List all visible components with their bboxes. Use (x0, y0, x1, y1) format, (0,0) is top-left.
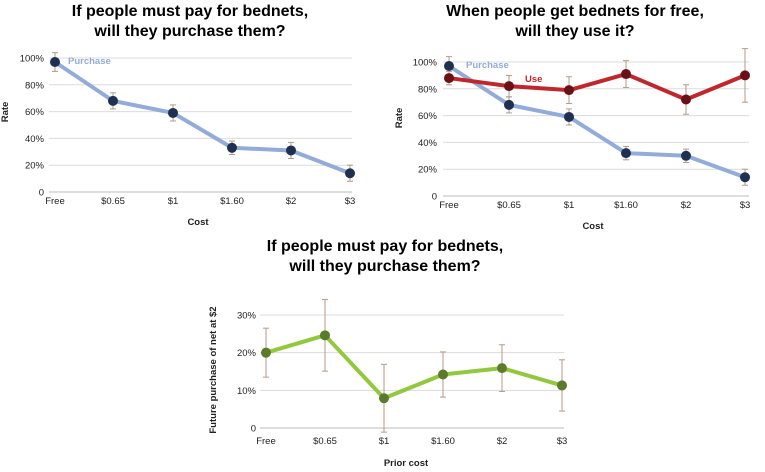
chart2-xtick-label: $3 (740, 200, 751, 211)
chart2-ytick-label: 60% (418, 111, 438, 122)
chart3-xtick-label: $1.60 (431, 436, 455, 447)
chart1-ytick-label: 100% (20, 54, 45, 65)
chart2-ytick-label: 80% (418, 84, 438, 95)
chart3-xtick-label: Free (256, 436, 276, 447)
chart1-title: If people must pay for bednets, will the… (71, 3, 309, 40)
chart3-series1-point (557, 380, 567, 391)
chart2-xtick-label: Free (439, 200, 459, 211)
chart3-series1-point (379, 393, 389, 404)
chart1-series1-point (168, 107, 178, 118)
chart2-ytick-label: 40% (418, 138, 438, 149)
chart1-series1-point (50, 57, 60, 68)
chart1-y-axis-title: Rate (0, 102, 11, 123)
chart2-ytick-label: 0 (432, 192, 437, 203)
chart3-y-axis-title: Future purchase of net at $2 (208, 306, 219, 433)
chart3-xtick-label: $0.65 (313, 436, 337, 447)
chart2-xtick-label: $1 (564, 200, 575, 211)
chart2-series1-label: Purchase (466, 60, 509, 71)
chart2-x-axis-title: Cost (582, 221, 604, 232)
chart2-y-axis-title: Rate (394, 108, 405, 129)
chart1-xtick-label: $0.65 (101, 196, 125, 207)
chart3-series1-point (497, 363, 507, 374)
chart1-series1-point (345, 168, 355, 179)
chart3-series1-point (261, 347, 271, 358)
chart1-ytick-label: 60% (25, 107, 45, 118)
chart1-ytick-label: 20% (25, 161, 45, 172)
chart1-series1-point (227, 142, 237, 153)
chart2-series2-point (504, 81, 514, 92)
chart3-ytick-label: 10% (237, 386, 257, 397)
chart3-ytick-label: 0 (251, 424, 256, 435)
chart2-ytick-label: 100% (413, 58, 438, 69)
chart1-xtick-label: $1.60 (220, 196, 244, 207)
chart2-series2-point (444, 73, 454, 84)
chart1-xtick-label: Free (45, 196, 65, 207)
chart2-series1-line (447, 64, 747, 180)
chart1-series1-line (53, 60, 352, 176)
chart2-xtick-label: $2 (681, 200, 692, 211)
chart2-series2-point (564, 85, 574, 96)
chart1-series1-point (286, 145, 296, 156)
chart2-title: When people get bednets for free, will t… (446, 3, 704, 40)
chart3-ytick-label: 30% (237, 311, 257, 322)
chart2-series2-label: Use (525, 74, 542, 85)
chart2-ytick-label: 20% (418, 165, 438, 176)
chart1-ytick-label: 40% (25, 134, 45, 145)
chart2-series1-point (504, 99, 514, 110)
chart3-xtick-label: $1 (379, 436, 390, 447)
chart2-series1-point (564, 111, 574, 122)
chart3-xtick-label: $3 (557, 436, 568, 447)
chart2-xtick-label: $0.65 (497, 200, 521, 211)
chart3-xtick-label: $2 (497, 436, 508, 447)
chart1-series1-label: Purchase (68, 56, 111, 67)
chart2-series2-point (681, 94, 691, 105)
chart1-ytick-label: 80% (25, 80, 45, 91)
chart3-x-axis-title: Prior cost (384, 458, 429, 469)
chart2-series1-point (444, 61, 454, 72)
chart1-xtick-label: $2 (286, 196, 297, 207)
chart3-series1-line (264, 333, 564, 401)
chart2-series1-point (681, 150, 691, 161)
chart2-series1-point (740, 172, 750, 183)
chart3-series1-point (438, 369, 448, 380)
chart1-xtick-label: $1 (168, 196, 179, 207)
chart2-series2-point (740, 70, 750, 81)
chart3-title: If people must pay for bednets, will the… (266, 238, 504, 275)
chart2-series2-line (447, 72, 747, 102)
chart2-series1-point (621, 148, 631, 159)
chart3-ytick-label: 20% (237, 348, 257, 359)
chart1-xtick-label: $3 (345, 196, 356, 207)
chart2-series2-point (621, 69, 631, 80)
chart2-xtick-label: $1.60 (614, 200, 638, 211)
chart1-x-axis-title: Cost (187, 217, 209, 228)
chart1-series1-point (108, 95, 118, 106)
chart3-series1-point (320, 330, 330, 341)
chart1-ytick-label: 0 (39, 188, 44, 199)
